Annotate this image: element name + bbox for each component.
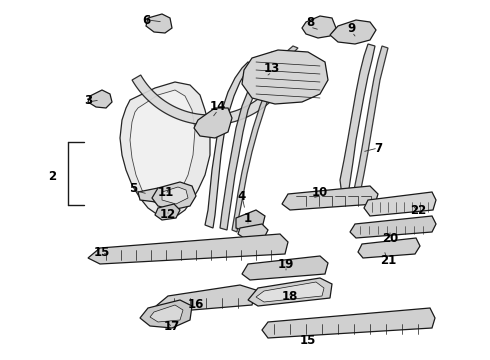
Polygon shape (156, 285, 256, 312)
Polygon shape (242, 50, 328, 104)
Text: 14: 14 (210, 99, 226, 113)
Text: 12: 12 (160, 207, 176, 220)
Polygon shape (248, 278, 332, 306)
Polygon shape (155, 204, 180, 220)
Text: 10: 10 (312, 185, 328, 198)
Text: 8: 8 (306, 15, 314, 28)
Text: 9: 9 (348, 22, 356, 35)
Polygon shape (132, 75, 288, 125)
Polygon shape (262, 308, 435, 338)
Text: 22: 22 (410, 203, 426, 216)
Text: 3: 3 (84, 94, 92, 107)
Polygon shape (352, 46, 388, 204)
Polygon shape (282, 186, 378, 210)
Text: 1: 1 (244, 212, 252, 225)
Text: 6: 6 (142, 14, 150, 27)
Polygon shape (358, 238, 420, 258)
Polygon shape (138, 188, 164, 202)
Polygon shape (238, 224, 268, 238)
Polygon shape (130, 90, 195, 205)
Text: 11: 11 (158, 185, 174, 198)
Polygon shape (140, 300, 192, 328)
Polygon shape (330, 20, 376, 44)
Polygon shape (88, 90, 112, 108)
Polygon shape (88, 234, 288, 264)
Polygon shape (302, 16, 336, 38)
Polygon shape (152, 182, 196, 210)
Polygon shape (162, 187, 188, 204)
Polygon shape (242, 256, 328, 280)
Text: 18: 18 (282, 289, 298, 302)
Text: 20: 20 (382, 231, 398, 244)
Text: 2: 2 (48, 170, 56, 183)
Text: 5: 5 (129, 181, 137, 194)
Polygon shape (205, 62, 252, 228)
Text: 4: 4 (238, 189, 246, 202)
Text: 19: 19 (278, 257, 294, 270)
Text: 7: 7 (374, 141, 382, 154)
Polygon shape (220, 52, 277, 230)
Polygon shape (146, 14, 172, 33)
Text: 15: 15 (300, 333, 316, 346)
Polygon shape (256, 282, 324, 302)
Polygon shape (350, 216, 436, 238)
Polygon shape (150, 305, 183, 322)
Polygon shape (194, 108, 232, 138)
Text: 21: 21 (380, 253, 396, 266)
Text: 17: 17 (164, 320, 180, 333)
Polygon shape (236, 210, 265, 232)
Text: 16: 16 (188, 297, 204, 310)
Text: 13: 13 (264, 62, 280, 75)
Polygon shape (340, 44, 375, 196)
Text: 15: 15 (94, 246, 110, 258)
Polygon shape (364, 192, 436, 216)
Polygon shape (120, 82, 210, 218)
Polygon shape (232, 46, 298, 232)
